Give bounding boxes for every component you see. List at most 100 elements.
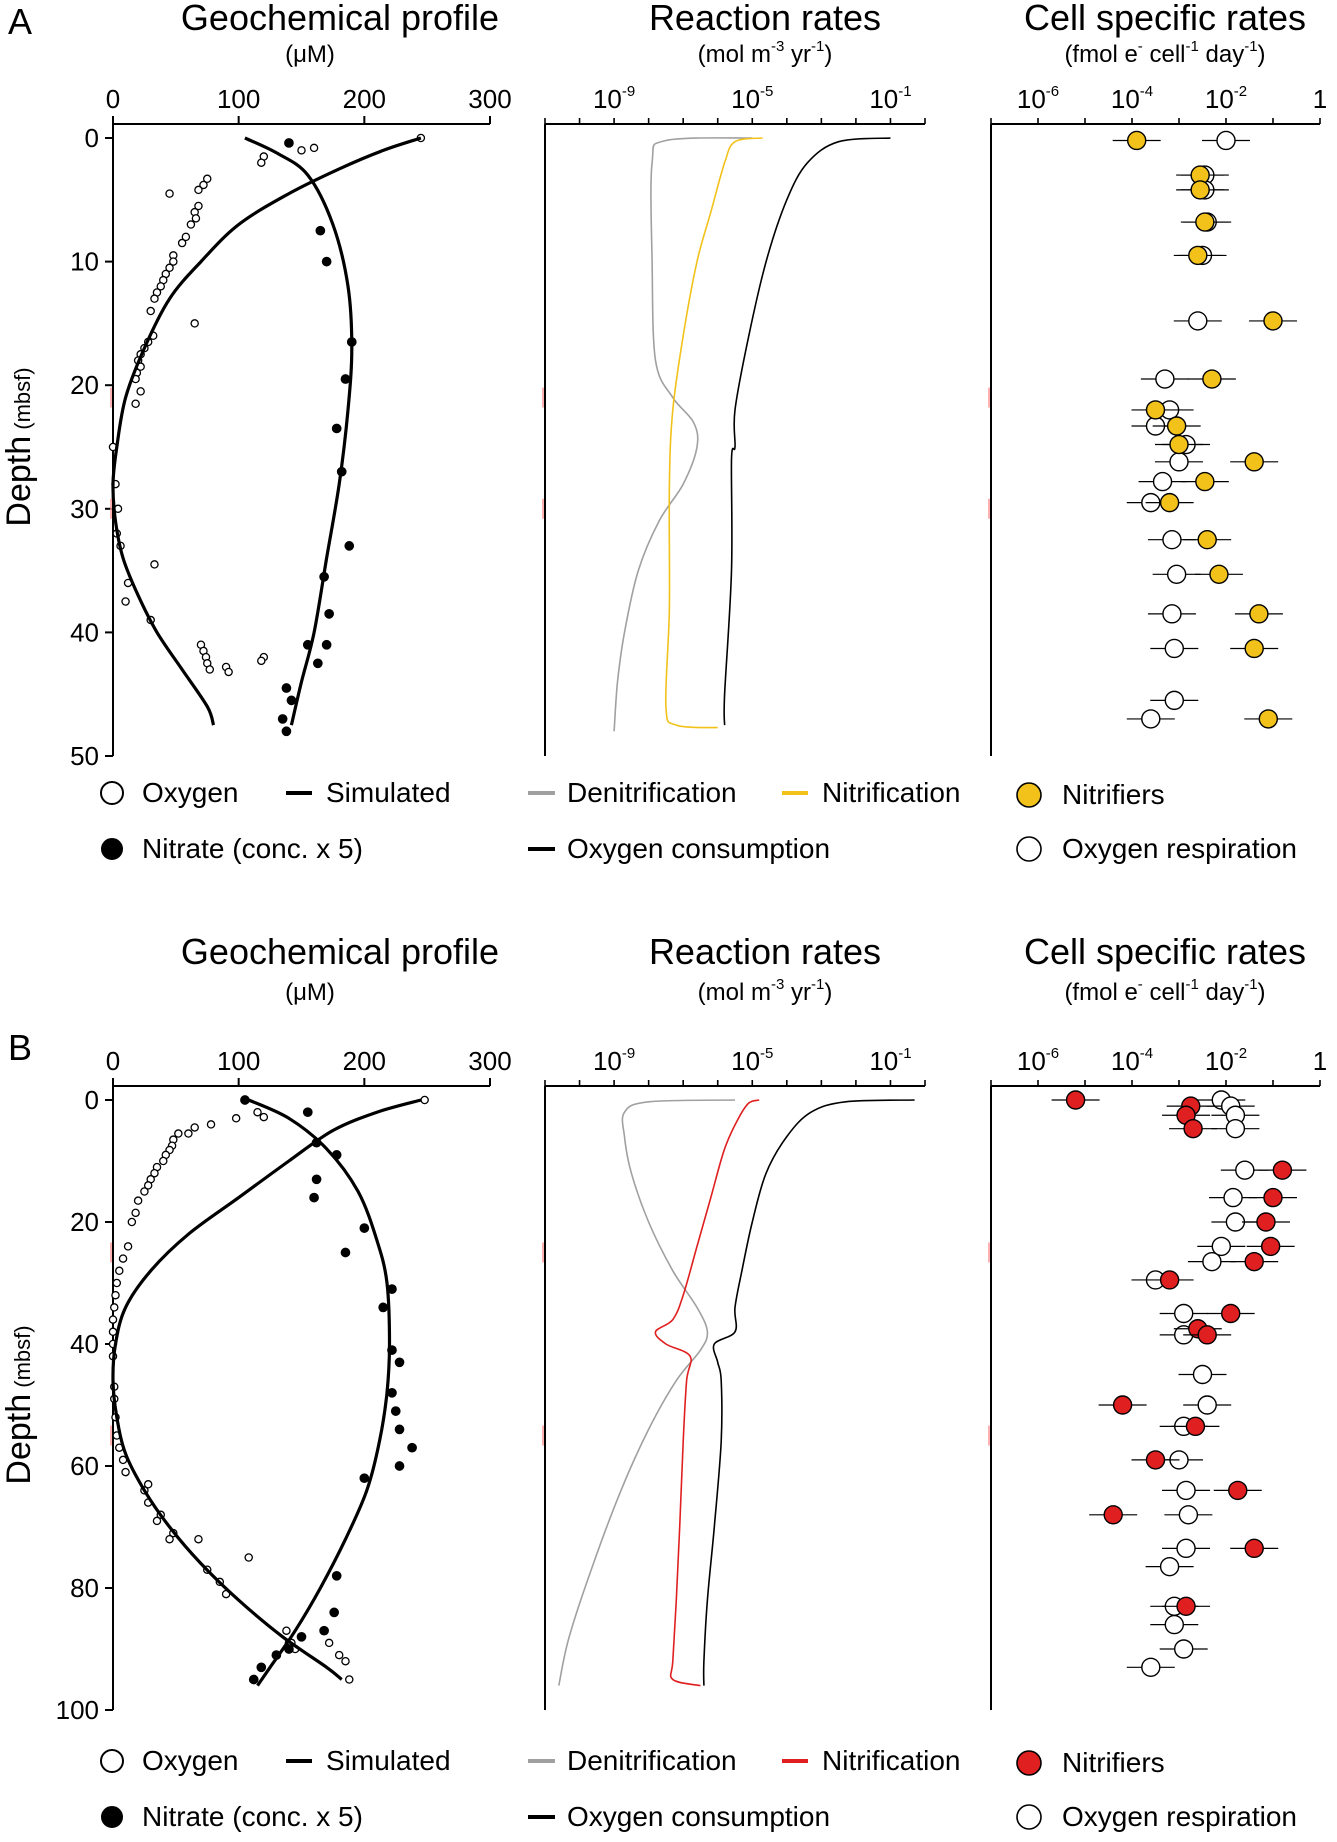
rates-x-tick-label: 10-5 (731, 1045, 773, 1076)
nitrifier-point (1065, 1090, 1086, 1110)
oxygen-point (150, 1168, 159, 1178)
nitrate-point (312, 658, 323, 669)
oxygen-point (257, 656, 266, 666)
nitrate-point (340, 374, 351, 384)
oxygen-point (324, 1638, 334, 1648)
cell-x-tick-label: 10-6 (1017, 1045, 1059, 1076)
simulated-curve (111, 1098, 422, 1681)
nitrate-point (319, 1625, 329, 1636)
nitrate-point (390, 1406, 401, 1416)
oxygen-point (202, 174, 212, 184)
nitrifier-point (1176, 1596, 1196, 1617)
depth-tick-label: 60 (70, 1451, 99, 1481)
oxygen-point (121, 1467, 130, 1477)
oxygen-respiration-point (1159, 1556, 1180, 1577)
oxygen-point (181, 232, 191, 242)
depth-axis-label: Depth (mbsf) (0, 1325, 38, 1484)
panel-letter-B: B (8, 1027, 32, 1068)
geo-x-tick-label: 0 (106, 84, 120, 114)
oxygen-consumption-rate-curve (723, 137, 891, 726)
nitrate-point (331, 423, 342, 434)
rates-x-tick-label: 10-5 (731, 83, 773, 114)
simulated-curve (244, 136, 354, 726)
simulated-curve (111, 136, 422, 726)
oxygen-respiration-point (1192, 1364, 1213, 1385)
oxygen-point (184, 1129, 193, 1138)
depth-axis-label: Depth (mbsf) (0, 367, 38, 526)
nitrate-point (394, 1461, 405, 1471)
nitrate-point (394, 1424, 405, 1435)
nitrate-point (407, 1442, 417, 1453)
rates-x-tick-label: 10-1 (869, 1045, 911, 1076)
oxygen-respiration-point (1173, 1639, 1194, 1659)
oxygen-point (156, 282, 166, 291)
legend-oxygen-respiration-marker (1016, 1804, 1042, 1830)
oxygen-respiration-point (1141, 709, 1161, 729)
nitrifier-point (1183, 1118, 1203, 1139)
oxygen-point (121, 597, 130, 606)
oxygen-point (224, 667, 233, 677)
oxygen-point (131, 1208, 140, 1218)
oxygen-respiration-point (1223, 1187, 1243, 1208)
nitrifier-point (1145, 400, 1166, 420)
legend-nitrifiers-label: Nitrifiers (1062, 779, 1165, 810)
denitrification-rate-curve (558, 1099, 736, 1686)
oxygen-respiration-point (1176, 1538, 1196, 1559)
legend-oxygen-consumption-label: Oxygen consumption (567, 1801, 830, 1832)
depth-tick-label: 0 (85, 123, 99, 153)
simulated-curve (248, 1098, 392, 1687)
depth-tick-label: 10 (70, 247, 99, 277)
oxygen-respiration-point (1216, 130, 1236, 151)
nitrate-point (248, 1674, 259, 1685)
nitrifier-point (1244, 1251, 1264, 1272)
oxygen-respiration-point (1141, 1657, 1161, 1678)
nitrifier-point (1197, 530, 1217, 550)
nitrate-point (331, 1570, 342, 1581)
oxygen-point (112, 1278, 122, 1288)
legend-simulated-label: Simulated (326, 777, 451, 808)
nitrifier-point (1202, 369, 1222, 389)
nitrate-point (329, 1607, 340, 1618)
geo-x-tick-label: 200 (343, 84, 386, 114)
cell-rates-unit: (fmol e- cell-1 day-1) (1064, 976, 1265, 1006)
depth-tick-label: 30 (70, 494, 99, 524)
oxygen-respiration-point (1166, 564, 1187, 585)
legend-denitrification-label: Denitrification (567, 1745, 737, 1776)
oxygen-point (309, 143, 319, 153)
oxygen-point (159, 1156, 168, 1166)
nitrate-point (281, 683, 292, 693)
denitrification-rate-curve (613, 137, 753, 732)
nitrifier-point (1272, 1160, 1293, 1180)
oxygen-consumption-rate-curve (702, 1099, 915, 1686)
oxygen-point (191, 214, 201, 223)
depth-tick-label: 40 (70, 617, 99, 647)
nitrifier-point (1188, 245, 1208, 266)
rates-x-tick-label: 10-9 (593, 1045, 635, 1076)
nitrate-point (286, 695, 297, 706)
legend-nitrate-label: Nitrate (conc. x 5) (142, 833, 363, 864)
geo-x-tick-label: 100 (217, 84, 260, 114)
depth-tick-label: 40 (70, 1329, 99, 1359)
nitrifier-point (1244, 452, 1264, 472)
cell-rates-unit: (fmol e- cell-1 day-1) (1064, 38, 1265, 68)
oxygen-point (194, 185, 203, 195)
reaction-rates-unit: (mol m-3 yr-1) (698, 976, 833, 1006)
cell-x-tick-label: 1 (1313, 1046, 1327, 1076)
legend-oxygen-label: Oxygen (142, 777, 239, 808)
nitrifier-point (1228, 1480, 1248, 1501)
nitrate-point (321, 256, 332, 267)
oxygen-respiration-point (1225, 1118, 1246, 1139)
oxygen-point (190, 1123, 199, 1132)
nitrate-point (324, 609, 334, 619)
rates-x-tick-label: 10-1 (869, 83, 911, 114)
nitrifier-point (1103, 1505, 1123, 1525)
nitrifier-point (1263, 311, 1283, 331)
geo-x-tick-label: 200 (343, 1046, 386, 1076)
oxygen-point (150, 560, 159, 569)
oxygen-point (136, 387, 145, 396)
oxygen-respiration-point (1162, 530, 1182, 550)
oxygen-respiration-point (1164, 1614, 1185, 1635)
cell-x-tick-label: 10-4 (1111, 1045, 1153, 1076)
geo-x-tick-label: 100 (217, 1046, 260, 1076)
